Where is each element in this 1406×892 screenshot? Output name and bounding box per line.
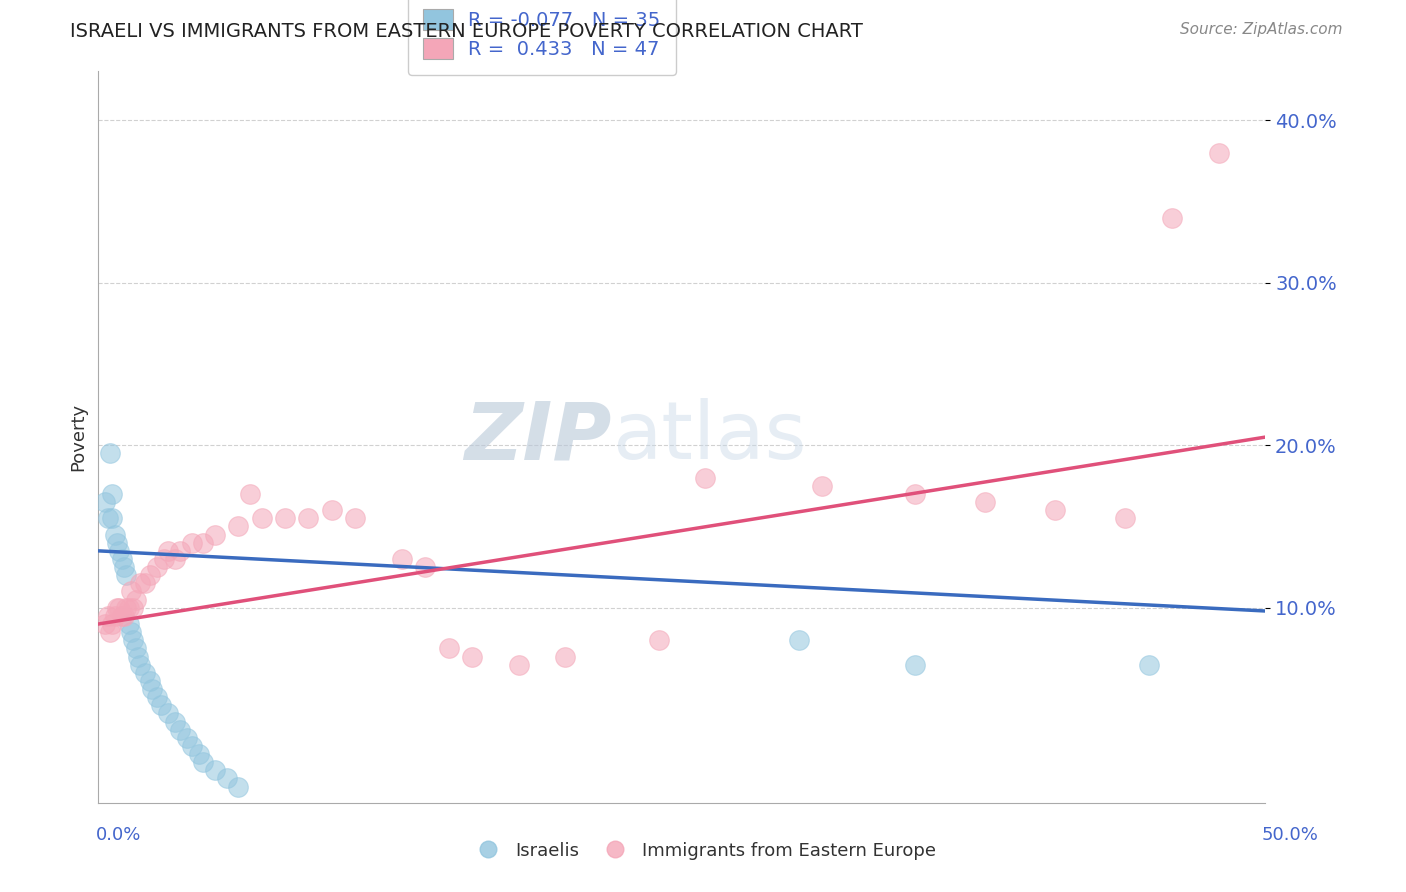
Point	[157, 544, 180, 558]
Point	[97, 608, 120, 623]
Point	[122, 633, 145, 648]
Point	[115, 600, 138, 615]
Point	[134, 576, 156, 591]
Point	[344, 511, 367, 525]
Point	[274, 511, 297, 525]
Point	[139, 673, 162, 688]
Point	[180, 535, 202, 549]
Point	[108, 544, 131, 558]
Point	[127, 649, 149, 664]
Point	[647, 633, 669, 648]
Point	[904, 657, 927, 672]
Point	[129, 576, 152, 591]
Point	[1114, 511, 1136, 525]
Point	[811, 479, 834, 493]
Point	[125, 592, 148, 607]
Point	[508, 657, 530, 672]
Y-axis label: Poverty: Poverty	[69, 403, 87, 471]
Point	[204, 764, 226, 778]
Point	[554, 649, 576, 664]
Point	[118, 600, 141, 615]
Point	[437, 641, 460, 656]
Point	[461, 649, 484, 664]
Point	[118, 617, 141, 632]
Text: ISRAELI VS IMMIGRANTS FROM EASTERN EUROPE POVERTY CORRELATION CHART: ISRAELI VS IMMIGRANTS FROM EASTERN EUROP…	[70, 22, 863, 41]
Point	[321, 503, 343, 517]
Point	[122, 600, 145, 615]
Point	[176, 731, 198, 745]
Point	[787, 633, 810, 648]
Point	[157, 706, 180, 721]
Point	[391, 552, 413, 566]
Legend: Israelis, Immigrants from Eastern Europe: Israelis, Immigrants from Eastern Europe	[463, 835, 943, 867]
Text: 50.0%: 50.0%	[1263, 826, 1319, 844]
Point	[129, 657, 152, 672]
Point	[187, 747, 209, 761]
Point	[193, 535, 215, 549]
Point	[250, 511, 273, 525]
Point	[111, 608, 134, 623]
Point	[134, 665, 156, 680]
Point	[112, 560, 135, 574]
Point	[141, 681, 163, 696]
Point	[115, 568, 138, 582]
Point	[97, 511, 120, 525]
Point	[105, 535, 128, 549]
Point	[1161, 211, 1184, 225]
Point	[120, 584, 142, 599]
Point	[1137, 657, 1160, 672]
Point	[169, 723, 191, 737]
Point	[228, 780, 250, 794]
Point	[98, 625, 121, 640]
Point	[101, 617, 124, 632]
Point	[152, 552, 174, 566]
Point	[94, 495, 117, 509]
Point	[94, 617, 117, 632]
Point	[413, 560, 436, 574]
Point	[104, 608, 127, 623]
Point	[165, 552, 187, 566]
Point	[215, 772, 238, 786]
Point	[228, 519, 250, 533]
Point	[695, 471, 717, 485]
Text: atlas: atlas	[612, 398, 806, 476]
Point	[104, 527, 127, 541]
Point	[108, 600, 131, 615]
Point	[120, 625, 142, 640]
Text: ZIP: ZIP	[464, 398, 612, 476]
Point	[180, 739, 202, 753]
Point	[193, 755, 215, 769]
Point	[150, 698, 173, 713]
Point	[101, 487, 124, 501]
Point	[98, 446, 121, 460]
Point	[112, 608, 135, 623]
Point	[974, 495, 997, 509]
Text: 0.0%: 0.0%	[96, 826, 141, 844]
Point	[146, 690, 169, 705]
Point	[239, 487, 262, 501]
Point	[139, 568, 162, 582]
Point	[169, 544, 191, 558]
Point	[297, 511, 319, 525]
Point	[1208, 145, 1230, 160]
Point	[165, 714, 187, 729]
Point	[1045, 503, 1067, 517]
Point	[101, 511, 124, 525]
Point	[125, 641, 148, 656]
Point	[904, 487, 927, 501]
Point	[204, 527, 226, 541]
Legend: R = -0.077   N = 35, R =  0.433   N = 47: R = -0.077 N = 35, R = 0.433 N = 47	[408, 0, 676, 75]
Point	[111, 552, 134, 566]
Text: Source: ZipAtlas.com: Source: ZipAtlas.com	[1180, 22, 1343, 37]
Point	[146, 560, 169, 574]
Point	[105, 600, 128, 615]
